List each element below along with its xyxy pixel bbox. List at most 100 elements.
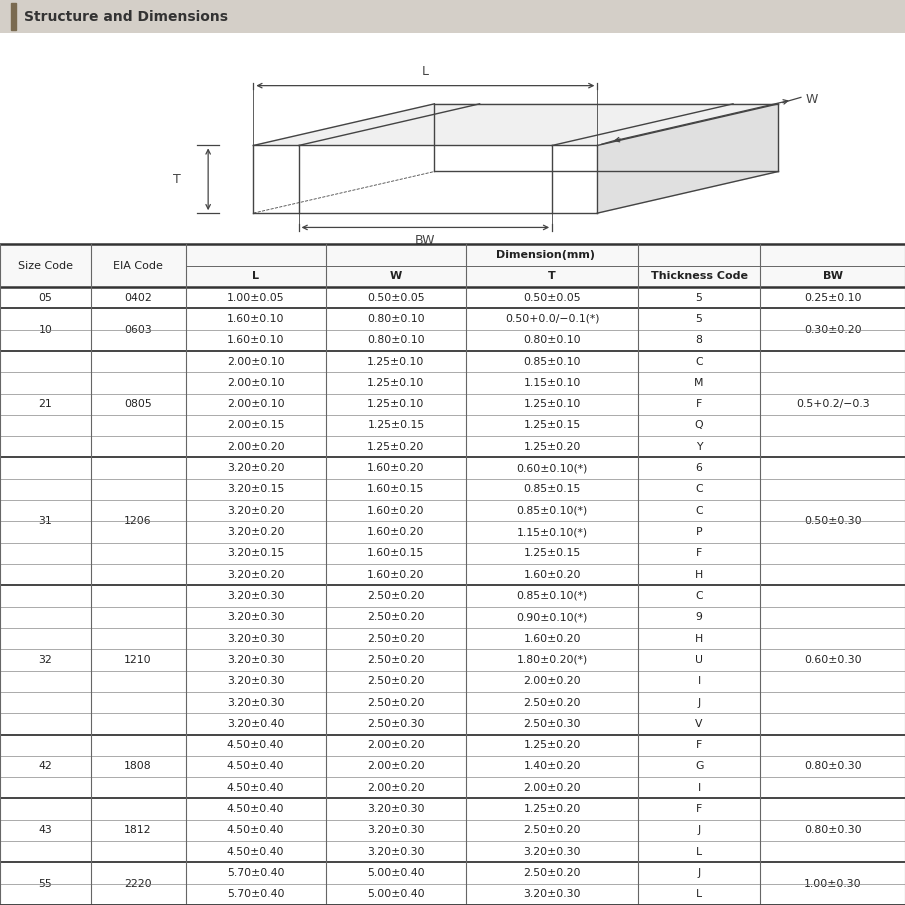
Text: 0.80±0.10: 0.80±0.10	[367, 314, 424, 324]
Text: L: L	[696, 890, 702, 900]
Text: 1.60±0.15: 1.60±0.15	[367, 548, 424, 558]
Text: 1.25±0.20: 1.25±0.20	[523, 740, 581, 750]
Text: 4.50±0.40: 4.50±0.40	[227, 740, 284, 750]
Text: F: F	[696, 805, 702, 814]
Text: 2.00±0.20: 2.00±0.20	[227, 442, 284, 452]
Text: 3.20±0.40: 3.20±0.40	[227, 719, 284, 729]
Polygon shape	[253, 104, 778, 146]
Text: 1808: 1808	[124, 761, 152, 771]
Text: 31: 31	[38, 517, 52, 527]
Text: 1.25±0.10: 1.25±0.10	[367, 378, 424, 388]
Text: 1.00±0.05: 1.00±0.05	[227, 292, 284, 302]
Text: 4.50±0.40: 4.50±0.40	[227, 761, 284, 771]
Text: 0.80±0.30: 0.80±0.30	[804, 761, 862, 771]
Text: 2.50±0.20: 2.50±0.20	[367, 591, 424, 601]
Text: 1.15±0.10: 1.15±0.10	[523, 378, 581, 388]
Text: 1.00±0.30: 1.00±0.30	[804, 879, 862, 889]
Text: Y: Y	[696, 442, 702, 452]
Text: 5.00±0.40: 5.00±0.40	[367, 890, 424, 900]
Text: 1.25±0.10: 1.25±0.10	[367, 399, 424, 409]
Text: 4.50±0.40: 4.50±0.40	[227, 825, 284, 835]
Text: 0.80±0.10: 0.80±0.10	[523, 335, 581, 345]
Text: L: L	[422, 65, 429, 78]
Text: 0805: 0805	[124, 399, 152, 409]
Text: 3.20±0.30: 3.20±0.30	[227, 591, 284, 601]
Text: 2.00±0.10: 2.00±0.10	[227, 399, 284, 409]
Text: L: L	[252, 272, 259, 281]
Text: 5: 5	[696, 314, 702, 324]
Text: 5.70±0.40: 5.70±0.40	[227, 890, 284, 900]
Text: J: J	[698, 698, 700, 708]
Text: W: W	[805, 93, 818, 107]
Text: 3.20±0.20: 3.20±0.20	[227, 506, 284, 516]
Text: 2.50±0.30: 2.50±0.30	[523, 719, 581, 729]
Text: 0.60±0.10(*): 0.60±0.10(*)	[517, 463, 587, 473]
Text: 0.85±0.10: 0.85±0.10	[523, 357, 581, 367]
Text: 2.50±0.20: 2.50±0.20	[367, 676, 424, 686]
Text: 43: 43	[38, 825, 52, 835]
Text: 4.50±0.40: 4.50±0.40	[227, 847, 284, 857]
Polygon shape	[597, 104, 778, 214]
Text: 1.25±0.20: 1.25±0.20	[367, 442, 424, 452]
Text: 10: 10	[38, 325, 52, 335]
Text: 3.20±0.30: 3.20±0.30	[227, 676, 284, 686]
Text: 9: 9	[696, 613, 702, 623]
Text: EIA Code: EIA Code	[113, 261, 163, 271]
Text: 1.60±0.20: 1.60±0.20	[523, 634, 581, 643]
Text: 2.00±0.10: 2.00±0.10	[227, 378, 284, 388]
Text: 0.50+0.0/−0.1(*): 0.50+0.0/−0.1(*)	[505, 314, 599, 324]
Text: I: I	[698, 676, 700, 686]
Text: 3.20±0.20: 3.20±0.20	[227, 569, 284, 580]
Text: C: C	[695, 506, 703, 516]
Text: F: F	[696, 740, 702, 750]
Text: 1.25±0.10: 1.25±0.10	[523, 399, 581, 409]
Text: 2.00±0.20: 2.00±0.20	[367, 740, 424, 750]
Text: 3.20±0.30: 3.20±0.30	[227, 634, 284, 643]
Text: F: F	[696, 399, 702, 409]
Text: C: C	[695, 591, 703, 601]
Text: J: J	[698, 868, 700, 878]
Text: 32: 32	[38, 655, 52, 665]
Text: 8: 8	[696, 335, 702, 345]
Text: 2220: 2220	[124, 879, 152, 889]
Text: 1.60±0.20: 1.60±0.20	[367, 569, 424, 580]
Text: 1.60±0.20: 1.60±0.20	[367, 463, 424, 473]
Text: 2.50±0.20: 2.50±0.20	[523, 698, 581, 708]
Text: 2.00±0.20: 2.00±0.20	[367, 783, 424, 793]
Text: 2.50±0.20: 2.50±0.20	[523, 825, 581, 835]
Text: 1.25±0.15: 1.25±0.15	[367, 421, 424, 431]
Text: 0402: 0402	[124, 292, 152, 302]
Text: 0.25±0.10: 0.25±0.10	[804, 292, 862, 302]
Text: U: U	[695, 655, 703, 665]
Text: 1.25±0.15: 1.25±0.15	[523, 548, 581, 558]
Text: L: L	[696, 847, 702, 857]
Text: M: M	[694, 378, 704, 388]
Text: Thickness Code: Thickness Code	[651, 272, 748, 281]
Text: 0.85±0.15: 0.85±0.15	[523, 484, 581, 494]
Text: 5: 5	[696, 292, 702, 302]
Text: 3.20±0.30: 3.20±0.30	[367, 805, 424, 814]
Text: 0.80±0.10: 0.80±0.10	[367, 335, 424, 345]
Text: 1.15±0.10(*): 1.15±0.10(*)	[517, 527, 587, 537]
Text: Q: Q	[695, 421, 703, 431]
Text: 3.20±0.30: 3.20±0.30	[227, 613, 284, 623]
Text: 0.60±0.30: 0.60±0.30	[804, 655, 862, 665]
Text: 2.00±0.20: 2.00±0.20	[523, 676, 581, 686]
Text: V: V	[695, 719, 703, 729]
Text: BW: BW	[415, 233, 435, 247]
Text: 1206: 1206	[124, 517, 152, 527]
Text: W: W	[390, 272, 402, 281]
Text: P: P	[696, 527, 702, 537]
Text: 3.20±0.30: 3.20±0.30	[367, 847, 424, 857]
Text: 0.80±0.30: 0.80±0.30	[804, 825, 862, 835]
Text: 2.00±0.15: 2.00±0.15	[227, 421, 284, 431]
Text: 3.20±0.20: 3.20±0.20	[227, 463, 284, 473]
Text: 3.20±0.20: 3.20±0.20	[227, 527, 284, 537]
Text: 1210: 1210	[124, 655, 152, 665]
Text: 2.50±0.20: 2.50±0.20	[367, 698, 424, 708]
Text: 0.5+0.2/−0.3: 0.5+0.2/−0.3	[795, 399, 870, 409]
Text: Size Code: Size Code	[18, 261, 72, 271]
Text: C: C	[695, 357, 703, 367]
Text: 21: 21	[38, 399, 52, 409]
Text: 5.70±0.40: 5.70±0.40	[227, 868, 284, 878]
